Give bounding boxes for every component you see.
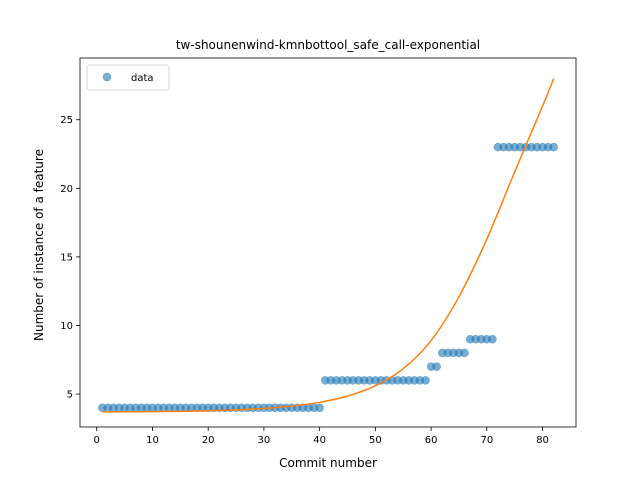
x-tick-label: 10	[146, 435, 159, 446]
legend-box	[86, 64, 170, 91]
data-point	[315, 403, 324, 413]
data-point	[488, 334, 497, 344]
legend-marker	[102, 72, 112, 82]
x-tick-label: 60	[425, 435, 438, 446]
data-point	[432, 362, 441, 371]
y-tick-label: 15	[60, 252, 73, 263]
legend: data	[86, 64, 170, 91]
x-axis-label: Commit number	[279, 456, 377, 470]
x-tick-label: 50	[369, 435, 382, 446]
data-point	[421, 376, 430, 385]
x-tick-label: 40	[313, 435, 326, 446]
y-tick-label: 25	[60, 115, 73, 126]
x-tick-label: 70	[480, 435, 493, 446]
data-point	[460, 348, 469, 358]
x-tick-label: 0	[94, 435, 100, 446]
x-tick-label: 30	[258, 435, 271, 446]
x-tick-label: 80	[536, 435, 549, 446]
legend-label: data	[131, 73, 154, 84]
chart-title: tw-shounenwind-kmnbottool_safe_call-expo…	[176, 38, 480, 52]
plot-area: 0 10 20 30 40 50 60 70 80 5 10 15 20 25	[60, 57, 577, 446]
data-point	[549, 142, 558, 152]
y-axis-label: Number of instance of a feature	[32, 149, 46, 341]
y-tick-label: 20	[60, 184, 73, 195]
fit-line	[102, 78, 555, 413]
axes-frame	[79, 57, 577, 428]
y-tick-label: 5	[67, 390, 73, 401]
x-tick-label: 20	[202, 435, 215, 446]
y-tick-label: 10	[60, 321, 73, 332]
